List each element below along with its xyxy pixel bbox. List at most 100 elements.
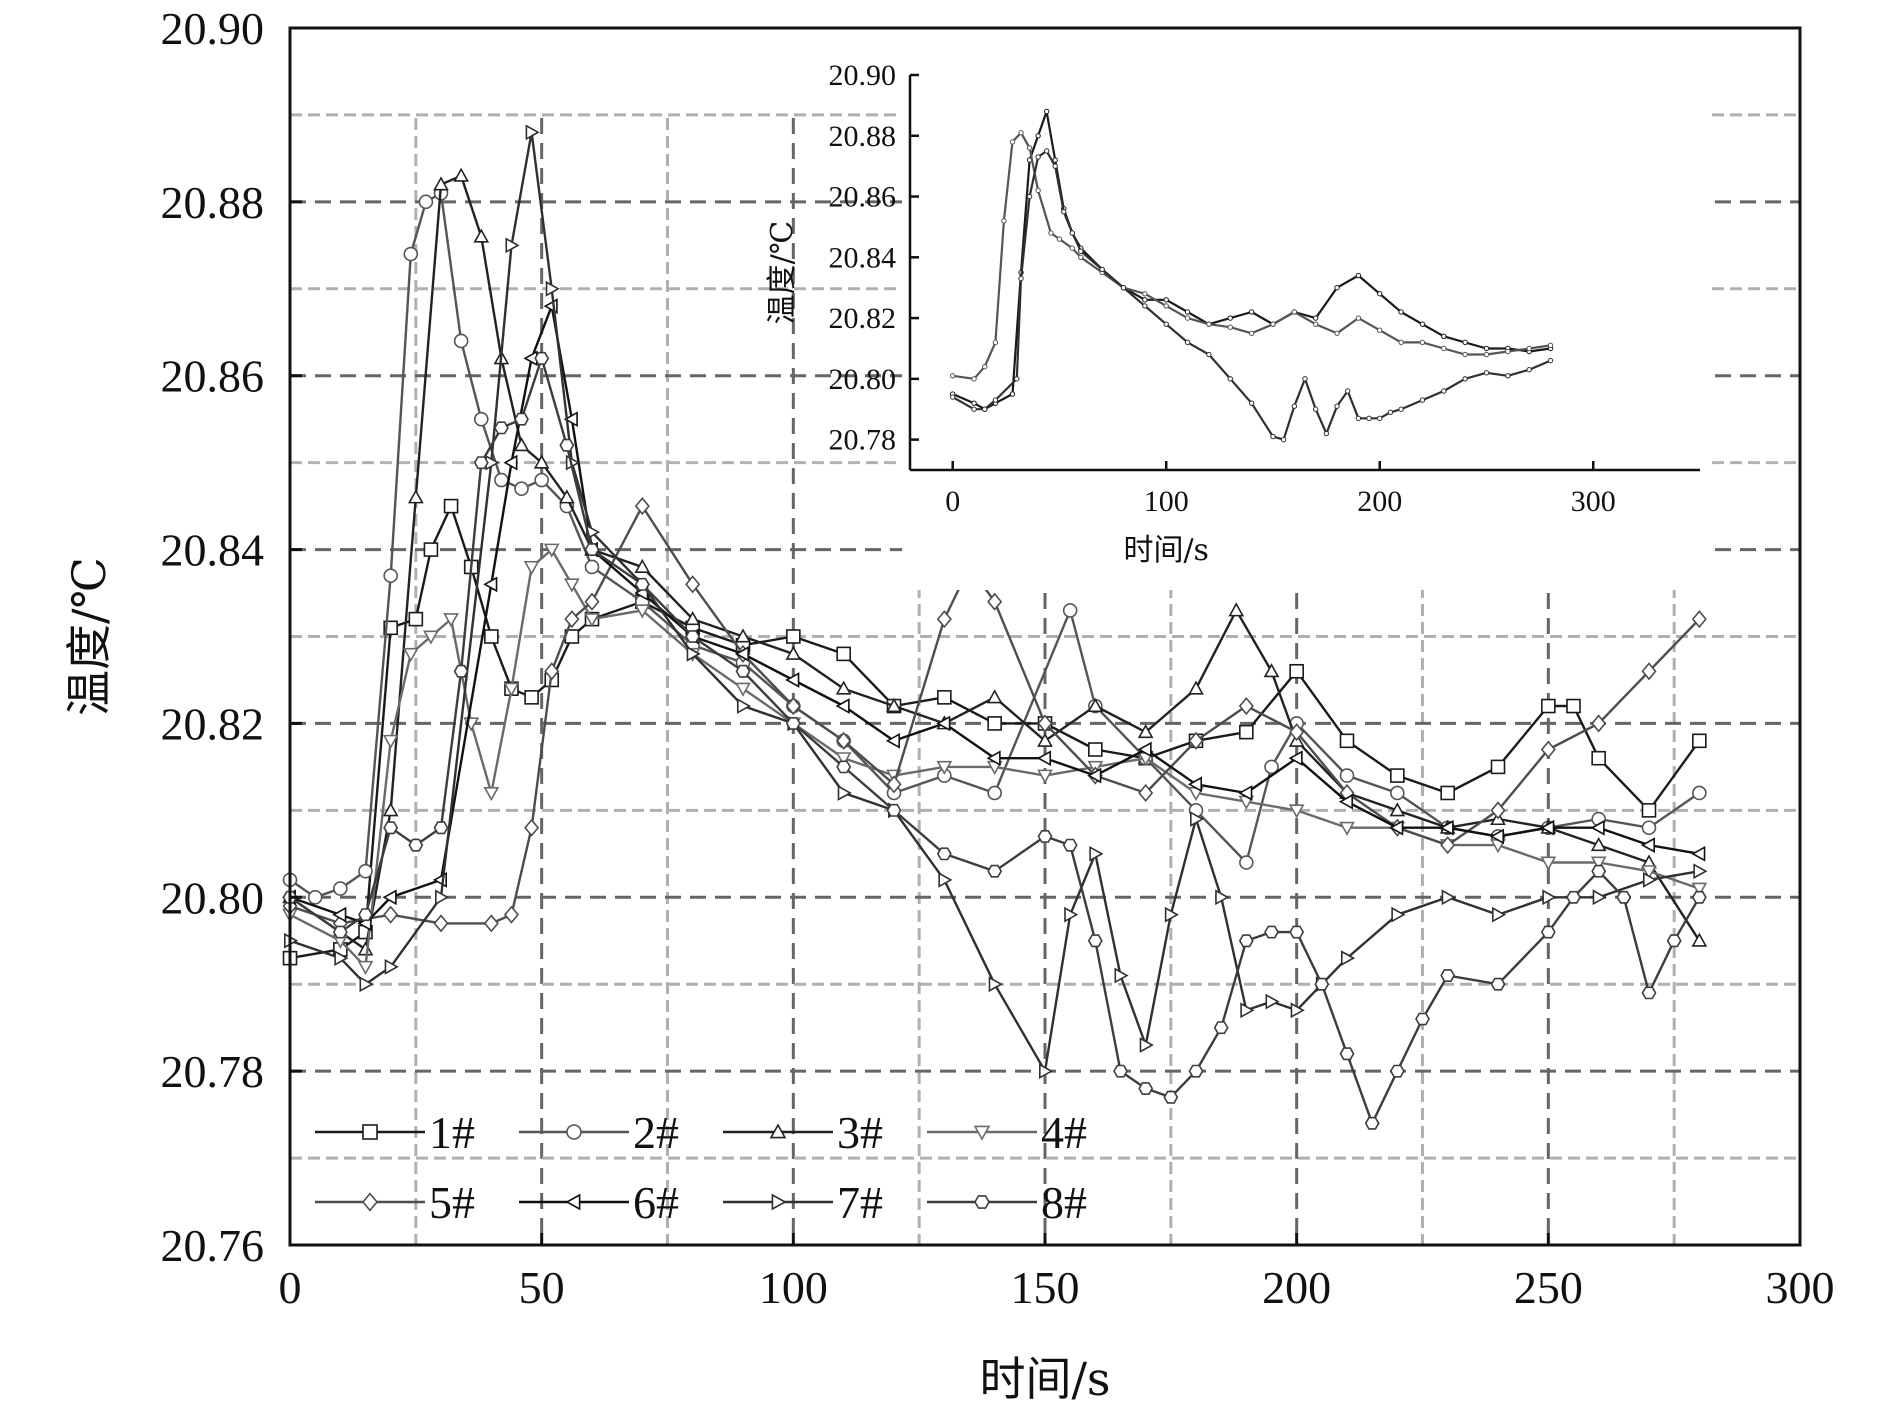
data-point — [1641, 865, 1657, 880]
data-point — [483, 786, 500, 802]
data-point — [523, 560, 540, 576]
inset-data-point — [1505, 373, 1511, 379]
data-point — [1489, 828, 1504, 845]
x-tick-label: 50 — [519, 1262, 565, 1313]
y-tick-label: 20.82 — [161, 698, 265, 749]
data-point — [1590, 836, 1607, 852]
data-point — [418, 194, 434, 210]
data-point — [1064, 906, 1079, 923]
inset-data-point — [1078, 254, 1084, 261]
inset-x-axis-label: 时间/s — [1123, 533, 1209, 568]
data-point — [1693, 863, 1708, 880]
legend-label: 8# — [1041, 1177, 1087, 1228]
legend-label: 7# — [837, 1177, 883, 1228]
inset-data-point — [1398, 406, 1404, 412]
legend-item-5#: 5# — [315, 1177, 475, 1228]
inset-data-point — [1302, 376, 1308, 382]
data-point — [545, 280, 560, 297]
inset-data-point — [1035, 187, 1041, 194]
data-point — [1540, 740, 1556, 759]
data-point — [384, 958, 399, 975]
data-point — [1264, 925, 1279, 939]
data-point — [1114, 967, 1129, 984]
data-point — [1238, 696, 1254, 716]
inset-data-point — [1280, 436, 1287, 443]
data-point — [383, 568, 398, 583]
inset-data-point — [992, 339, 999, 346]
inset-data-point — [1441, 388, 1447, 394]
inset-data-point — [1061, 209, 1067, 215]
data-point — [359, 976, 374, 993]
inset-data-point — [1355, 272, 1362, 279]
inset-data-point — [1462, 339, 1468, 346]
data-point — [484, 629, 499, 644]
data-point — [1540, 819, 1555, 836]
data-point — [1616, 890, 1632, 904]
inset-data-point — [1026, 193, 1033, 200]
data-point — [938, 872, 953, 888]
inset-x-tick-label: 200 — [1357, 485, 1402, 518]
data-point — [1592, 889, 1607, 906]
data-point — [383, 821, 399, 835]
inset-data-point — [1483, 345, 1490, 352]
data-point — [473, 228, 490, 243]
legend: 1# 2# 3# 4# 5# 6# 7# 8# — [315, 1107, 1087, 1228]
inset-data-point — [1483, 351, 1490, 358]
data-point — [836, 731, 852, 750]
data-point — [433, 914, 449, 933]
data-point — [584, 543, 600, 557]
data-point — [1188, 680, 1204, 695]
legend-item-7#: 7# — [723, 1177, 883, 1228]
data-point — [558, 489, 575, 504]
inset-x-tick-label: 0 — [945, 485, 960, 518]
inset-data-point — [1163, 297, 1169, 303]
inset-data-point — [1014, 376, 1020, 382]
data-point — [1288, 804, 1305, 819]
inset-data-point — [1227, 324, 1233, 330]
data-point — [1240, 1002, 1255, 1019]
data-point — [1037, 769, 1053, 784]
data-point — [407, 489, 424, 504]
data-point — [936, 715, 951, 732]
data-point — [1590, 856, 1607, 871]
data-point — [1137, 741, 1152, 758]
inset-data-point — [1462, 351, 1468, 358]
data-point — [987, 592, 1003, 611]
data-point — [1440, 969, 1456, 983]
data-point — [382, 889, 397, 906]
x-axis-label: 时间/s — [979, 1352, 1110, 1406]
data-point — [1641, 820, 1657, 836]
y-tick-label: 20.80 — [161, 872, 265, 923]
data-point — [1591, 750, 1606, 766]
data-point — [735, 682, 751, 697]
data-point — [453, 167, 469, 182]
inset-data-point — [1248, 309, 1255, 315]
data-point — [1138, 783, 1154, 803]
data-point — [1389, 1064, 1405, 1078]
data-point — [505, 237, 520, 254]
data-point — [584, 592, 600, 611]
main-series-layer — [281, 124, 1708, 1130]
series-5# — [282, 497, 1707, 933]
data-point — [1339, 768, 1355, 783]
inset-data-point — [1142, 297, 1148, 303]
data-point — [1339, 821, 1355, 836]
data-point — [1540, 856, 1557, 871]
data-point — [1238, 934, 1254, 948]
legend-item-1#: 1# — [315, 1107, 475, 1158]
inset-background — [902, 65, 1708, 590]
data-point — [332, 925, 348, 939]
legend-item-2#: 2# — [519, 1107, 679, 1158]
data-point — [986, 689, 1003, 704]
data-point — [402, 647, 419, 663]
data-point — [735, 628, 751, 643]
inset-data-point — [1142, 303, 1148, 309]
inset-data-point — [1291, 309, 1298, 315]
inset-y-tick-label: 20.80 — [829, 363, 897, 396]
legend-marker — [973, 1125, 991, 1141]
data-point — [433, 176, 449, 191]
data-point — [564, 578, 580, 593]
series-8# — [282, 351, 1707, 1130]
data-point — [1238, 785, 1253, 801]
